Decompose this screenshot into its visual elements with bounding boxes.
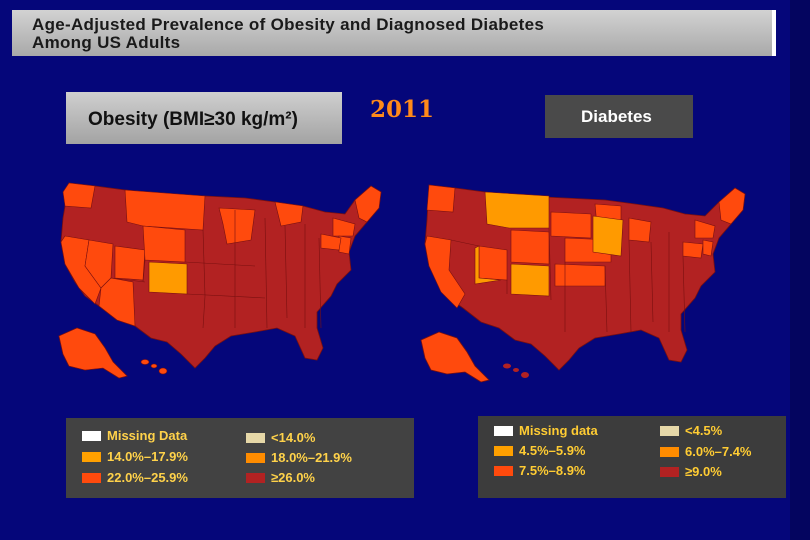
diabetes-label-box: Diabetes (545, 95, 693, 138)
legend-item: ≥26.0% (246, 470, 315, 485)
legend-label: <14.0% (271, 430, 316, 445)
legend-label: 18.0%–21.9% (271, 450, 352, 465)
legend-item: 6.0%–7.4% (660, 444, 752, 459)
legend-swatch (82, 430, 101, 441)
legend-swatch (82, 451, 101, 462)
legend-swatch (246, 432, 265, 443)
legend-label: 7.5%–8.9% (519, 463, 586, 478)
legend-label: 14.0%–17.9% (107, 449, 188, 464)
legend-label: Missing Data (107, 428, 188, 443)
obesity-label-box: Obesity (BMI≥30 kg/m²) (66, 92, 342, 144)
legend-label: Missing data (519, 423, 598, 438)
slide-title-line2: Among US Adults (32, 33, 181, 52)
legend-label: 22.0%–25.9% (107, 470, 188, 485)
slide-right-edge (790, 0, 810, 540)
hawaii-shape (503, 363, 529, 378)
diabetes-label: Diabetes (581, 107, 652, 126)
legend-swatch (660, 425, 679, 436)
legend-item: ≥9.0% (660, 464, 722, 479)
diabetes-legend: Missing data <4.5% 4.5%–5.9% 6.0%–7.4% 7… (478, 416, 786, 498)
obesity-tier-22-25 (58, 182, 382, 379)
diabetes-map (420, 184, 746, 383)
obesity-label: Obesity (BMI≥30 kg/m²) (88, 109, 298, 130)
legend-label: ≥9.0% (685, 464, 722, 479)
legend-item: 7.5%–8.9% (494, 463, 586, 478)
legend-swatch (246, 472, 265, 483)
obesity-state-borders (110, 210, 322, 329)
legend-label: <4.5% (685, 423, 723, 438)
legend-swatch (82, 472, 101, 483)
legend-label: 6.0%–7.4% (685, 444, 752, 459)
year-label: 2011 (370, 96, 435, 123)
obesity-tier-18-21 (148, 261, 188, 295)
legend-item: Missing Data (82, 428, 187, 443)
legend-label: 4.5%–5.9% (519, 443, 586, 458)
legend-item: 4.5%–5.9% (494, 443, 586, 458)
legend-swatch (494, 445, 513, 456)
legend-item: <4.5% (660, 423, 722, 438)
legend-item: 22.0%–25.9% (82, 470, 188, 485)
legend-label: ≥26.0% (271, 470, 315, 485)
obesity-legend: Missing Data <14.0% 14.0%–17.9% 18.0%–21… (66, 418, 414, 498)
legend-item: Missing data (494, 423, 598, 438)
diabetes-tier-6-7-4 (474, 191, 624, 297)
legend-swatch (494, 425, 513, 436)
legend-item: 14.0%–17.9% (82, 449, 188, 464)
legend-swatch (246, 452, 265, 463)
diabetes-state-borders (450, 227, 686, 333)
slide-title-bar: Age-Adjusted Prevalence of Obesity and D… (12, 10, 776, 56)
legend-item: 18.0%–21.9% (246, 450, 352, 465)
legend-swatch (660, 446, 679, 457)
alaska-shape (420, 331, 490, 383)
legend-swatch (660, 466, 679, 477)
obesity-map (58, 182, 382, 379)
legend-swatch (494, 465, 513, 476)
slide-title-line1: Age-Adjusted Prevalence of Obesity and D… (32, 15, 545, 34)
legend-item: <14.0% (246, 430, 315, 445)
